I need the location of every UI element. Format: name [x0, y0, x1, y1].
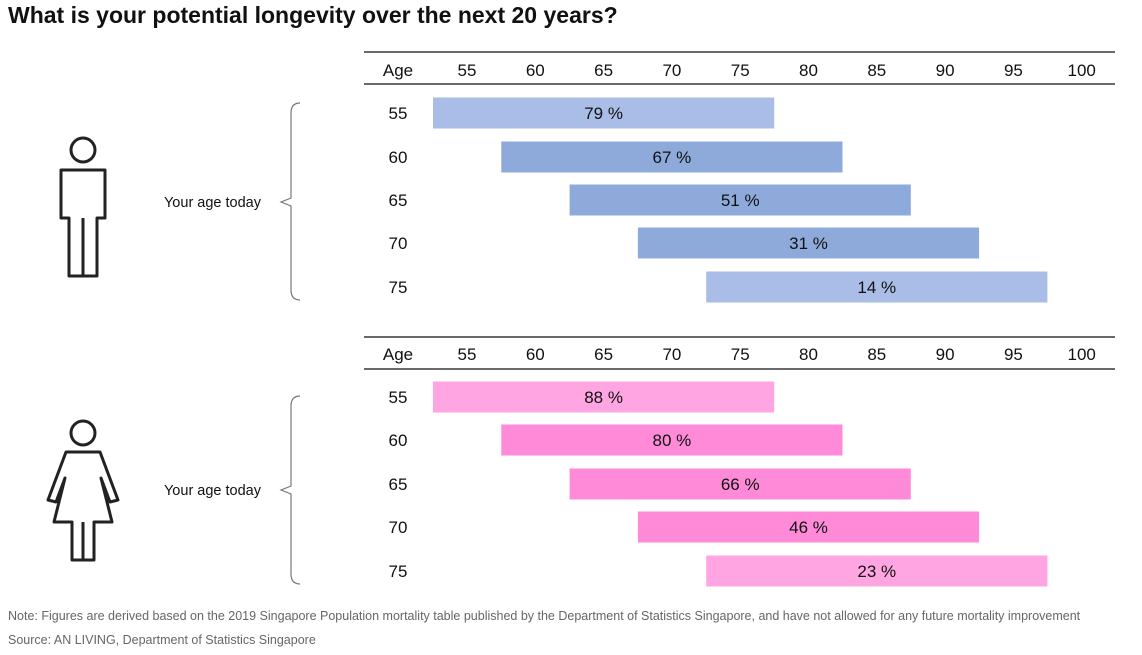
tick-label: 70	[662, 61, 681, 80]
bar-value-label: 80 %	[653, 431, 692, 450]
bar	[569, 468, 911, 500]
bar-value-label: 66 %	[721, 475, 760, 494]
axis-label: Age	[383, 345, 413, 364]
female-person-icon	[46, 419, 120, 562]
bar	[637, 511, 980, 543]
side-label: Your age today	[164, 483, 262, 499]
tick-label: 65	[594, 61, 613, 80]
page-title: What is your potential longevity over th…	[8, 2, 618, 28]
tick-label: 100	[1068, 345, 1096, 364]
male-chart: Age 55 60 65 70 75 80 85 90 95 100 55 79 % 60 67 % 65 51…	[164, 51, 1115, 303]
bar-value-label: 14 %	[857, 278, 896, 297]
age-bracket	[279, 395, 301, 585]
tick-label: 60	[526, 345, 545, 364]
tick-label: 75	[731, 61, 750, 80]
row-age-label: 55	[389, 104, 408, 123]
bar-value-label: 79 %	[584, 104, 623, 123]
tick-label: 75	[731, 345, 750, 364]
bar-value-label: 88 %	[584, 388, 623, 407]
axis-label: Age	[383, 61, 413, 80]
source-note: Source: AN LIVING, Department of Statist…	[8, 633, 316, 647]
bar-value-label: 31 %	[789, 234, 828, 253]
tick-label: 55	[458, 61, 477, 80]
tick-label: 95	[1004, 345, 1023, 364]
row-age-label: 75	[389, 278, 408, 297]
bar	[706, 271, 1048, 303]
row-age-label: 65	[389, 475, 408, 494]
bar-value-label: 46 %	[789, 518, 828, 537]
row-age-label: 70	[389, 518, 408, 537]
tick-label: 100	[1068, 61, 1096, 80]
row-age-label: 70	[389, 234, 408, 253]
tick-label: 85	[867, 345, 886, 364]
side-label: Your age today	[164, 195, 262, 211]
bar-value-label: 67 %	[653, 148, 692, 167]
row-age-label: 55	[389, 388, 408, 407]
row-age-label: 60	[389, 431, 408, 450]
row-age-label: 75	[389, 562, 408, 581]
tick-label: 85	[867, 61, 886, 80]
male-person-icon	[59, 136, 107, 278]
bar	[433, 97, 775, 129]
bar	[433, 381, 775, 413]
female-chart: Age 55 60 65 70 75 80 85 90 95 100 55 88 % 60 80 % 65 66…	[164, 336, 1115, 587]
age-bracket	[279, 102, 301, 301]
tick-label: 80	[799, 61, 818, 80]
footnote: Note: Figures are derived based on the 2…	[8, 609, 1081, 623]
bar-value-label: 23 %	[857, 562, 896, 581]
tick-label: 90	[936, 61, 955, 80]
row-age-label: 65	[389, 191, 408, 210]
bar	[637, 227, 980, 259]
tick-label: 55	[458, 345, 477, 364]
tick-label: 90	[936, 345, 955, 364]
tick-label: 60	[526, 61, 545, 80]
tick-label: 95	[1004, 61, 1023, 80]
row-age-label: 60	[389, 148, 408, 167]
tick-label: 70	[662, 345, 681, 364]
bar-value-label: 51 %	[721, 191, 760, 210]
tick-label: 80	[799, 345, 818, 364]
tick-label: 65	[594, 345, 613, 364]
bar	[706, 555, 1048, 587]
bar	[501, 424, 843, 456]
bar	[569, 184, 911, 216]
bar	[501, 141, 843, 173]
